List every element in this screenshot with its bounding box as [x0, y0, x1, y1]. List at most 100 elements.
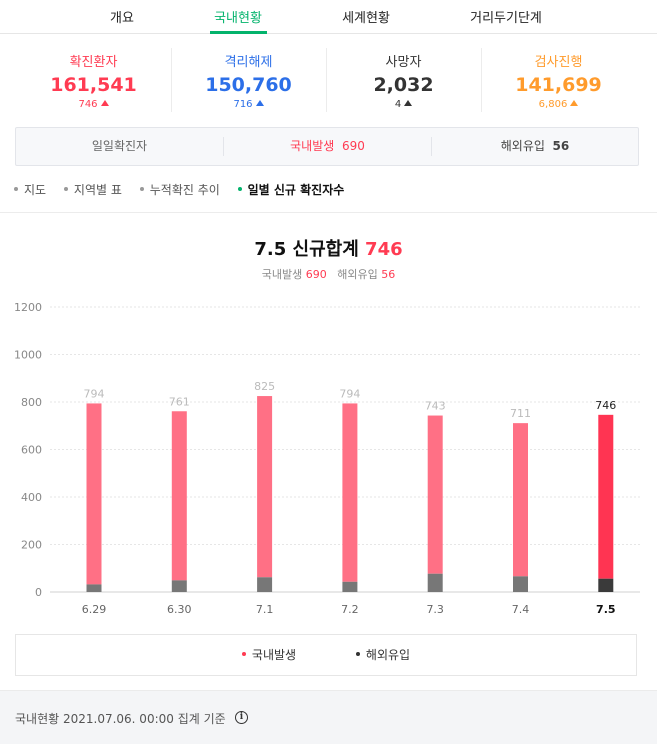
top-tab-bar: 개요 국내현황 세계현황 거리두기단계 [0, 0, 657, 34]
daily-cases-chart: 0 200 400 600 800 1000 1200 794 6.29 761 6.30 825 7.… [14, 301, 640, 616]
chart-sub-overseas-value: 56 [381, 268, 396, 281]
y-tick-label: 1000 [14, 349, 42, 362]
stat-confirmed: 확진환자 161,541 746 [16, 44, 171, 116]
stat-value: 2,032 [373, 74, 434, 96]
data-label: 794 [84, 387, 105, 400]
daily-confirmed-bar: 일일확진자 국내발생 690 해외유입 56 [15, 127, 639, 166]
daily-divider [223, 137, 224, 156]
x-tick-label: 7.3 [426, 603, 444, 616]
x-tick-label: 7.2 [341, 603, 359, 616]
tab-distancing[interactable]: 거리두기단계 [470, 11, 542, 26]
x-tick-label: 6.29 [82, 603, 107, 616]
footer: 국내현황 2021.07.06. 00:00 집계 기준 i [0, 690, 657, 744]
daily-overseas: 해외유입 56 [432, 128, 638, 165]
up-triangle-icon [100, 100, 109, 106]
chart-sub-overseas-label: 해외유입 [337, 268, 378, 281]
chart-title: 7.5 신규합계 746 [0, 235, 657, 261]
bullet-icon [237, 187, 242, 191]
up-triangle-icon [404, 100, 413, 106]
x-tick-label: 7.4 [512, 603, 530, 616]
bar-overseas [513, 576, 528, 592]
legend-label: 국내발생 [251, 648, 297, 662]
x-tick-label: 7.1 [256, 603, 274, 616]
y-tick-label: 800 [21, 396, 42, 409]
active-tab-indicator [210, 31, 267, 34]
stat-value: 161,541 [50, 74, 137, 96]
stat-value: 141,699 [515, 74, 602, 96]
x-tick-label: 7.5 [596, 603, 616, 616]
chart-subnav: 지도 지역별 표 누적확진 추이 일별 신규 확진자수 [14, 181, 358, 199]
stat-value: 150,760 [205, 74, 292, 96]
chart-subtitle: 국내발생 690 해외유입 56 [0, 266, 657, 282]
bar-overseas [342, 581, 358, 592]
subnav-label: 누적확진 추이 [149, 183, 220, 197]
info-icon[interactable]: i [235, 711, 248, 724]
bar-domestic [342, 403, 358, 582]
bar-domestic [427, 415, 443, 574]
stat-label: 사망자 [385, 55, 422, 70]
y-tick-label: 0 [35, 586, 42, 599]
chart-title-text: 7.5 신규합계 [254, 239, 359, 260]
data-label: 825 [254, 380, 275, 393]
bar-overseas [257, 577, 273, 592]
bullet-icon [63, 187, 68, 191]
daily-divider [431, 137, 432, 156]
stat-label: 검사진행 [534, 55, 583, 70]
subnav-label: 일별 신규 확진자수 [247, 183, 345, 197]
subnav-daily-new[interactable]: 일별 신규 확진자수 [237, 181, 345, 198]
tab-domestic[interactable]: 국내현황 [214, 11, 262, 26]
chart-sub-domestic-value: 690 [305, 268, 327, 281]
stat-delta: 716 [171, 99, 326, 110]
x-tick-label: 6.30 [167, 603, 192, 616]
tab-world[interactable]: 세계현황 [342, 11, 390, 26]
daily-overseas-label: 해외유입 [500, 139, 545, 153]
bar-domestic [513, 423, 528, 577]
stat-delta: 6,806 [481, 99, 636, 110]
stat-delta-value: 746 [78, 99, 98, 110]
stat-testing: 검사진행 141,699 6,806 [481, 44, 636, 116]
daily-domestic-label: 국내발생 [290, 139, 335, 153]
stat-released: 격리해제 150,760 716 [171, 44, 326, 116]
bar-overseas [86, 584, 102, 592]
subnav-region-table[interactable]: 지역별 표 [63, 181, 122, 198]
daily-domestic-value: 690 [341, 139, 365, 153]
stat-deaths: 사망자 2,032 4 [326, 44, 481, 116]
bullet-icon [139, 187, 144, 191]
bar-overseas [427, 573, 443, 592]
subnav-map[interactable]: 지도 [14, 181, 46, 198]
bar-domestic [86, 403, 102, 585]
bar-overseas [171, 580, 187, 592]
subnav-label: 지역별 표 [73, 183, 122, 197]
footer-timestamp: 국내현황 2021.07.06. 00:00 집계 기준 [15, 712, 226, 726]
stat-delta: 746 [16, 99, 171, 110]
tab-overview[interactable]: 개요 [110, 11, 134, 26]
stat-delta-value: 6,806 [538, 99, 568, 110]
subnav-cumulative-trend[interactable]: 누적확진 추이 [139, 181, 220, 198]
data-label: 761 [169, 395, 190, 408]
data-label: 743 [425, 400, 446, 413]
stat-delta-value: 716 [233, 99, 253, 110]
y-tick-label: 400 [21, 491, 42, 504]
data-label: 711 [510, 407, 531, 420]
chart-legend: 국내발생 해외유입 [15, 634, 637, 676]
subnav-label: 지도 [24, 183, 47, 197]
stat-label: 확진환자 [69, 55, 118, 70]
bar-domestic [257, 396, 273, 578]
y-tick-label: 600 [21, 444, 42, 457]
y-tick-label: 200 [21, 539, 42, 552]
up-triangle-icon [570, 100, 579, 106]
data-label: 794 [339, 387, 360, 400]
summary-stats: 확진환자 161,541 746 격리해제 150,760 716 사망자 2,… [16, 44, 636, 116]
section-divider [0, 212, 657, 213]
bar-overseas [598, 578, 614, 592]
chart-sub-domestic-label: 국내발생 [261, 268, 303, 281]
legend-label: 해외유입 [365, 648, 411, 662]
daily-label: 일일확진자 [91, 139, 148, 153]
legend-overseas: 해외유입 [355, 635, 411, 675]
bar-domestic [171, 411, 187, 581]
stat-delta: 4 [326, 99, 481, 110]
legend-dot-icon [355, 652, 360, 656]
legend-domestic: 국내발생 [241, 635, 297, 675]
daily-overseas-value: 56 [552, 139, 570, 153]
chart-title-total: 746 [365, 239, 403, 260]
